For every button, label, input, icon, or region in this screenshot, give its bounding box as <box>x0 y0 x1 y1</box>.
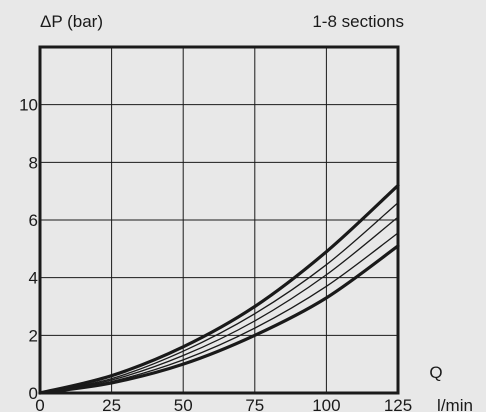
y-axis-label: ΔP (bar) <box>40 12 103 31</box>
y-tick-label: 8 <box>29 153 38 172</box>
y-tick-labels: 0 2 4 6 8 10 <box>19 96 38 403</box>
y-tick-label: 4 <box>29 269 38 288</box>
x-axis-unit: l/min <box>437 396 473 412</box>
sections-annotation: 1-8 sections <box>312 12 404 31</box>
x-tick-label: 125 <box>384 396 412 412</box>
x-tick-label: 50 <box>174 396 193 412</box>
curve-line-3 <box>39 216 399 394</box>
x-tick-label: 100 <box>312 396 340 412</box>
plot-frame <box>38 45 400 395</box>
y-tick-label: 10 <box>19 96 38 115</box>
y-tick-label: 6 <box>29 211 38 230</box>
x-tick-label: 75 <box>245 396 264 412</box>
x-tick-label: 0 <box>35 396 44 412</box>
y-tick-label: 0 <box>29 384 38 403</box>
x-tick-label: 25 <box>102 396 121 412</box>
curve-line-5 <box>38 244 400 395</box>
x-axis-symbol: Q <box>429 363 442 382</box>
curve-line-2 <box>39 202 399 394</box>
y-tick-label: 2 <box>29 326 38 345</box>
curve-line-1 <box>38 183 400 395</box>
x-tick-labels: 0 25 50 75 100 125 <box>35 396 412 412</box>
curves <box>38 183 400 395</box>
